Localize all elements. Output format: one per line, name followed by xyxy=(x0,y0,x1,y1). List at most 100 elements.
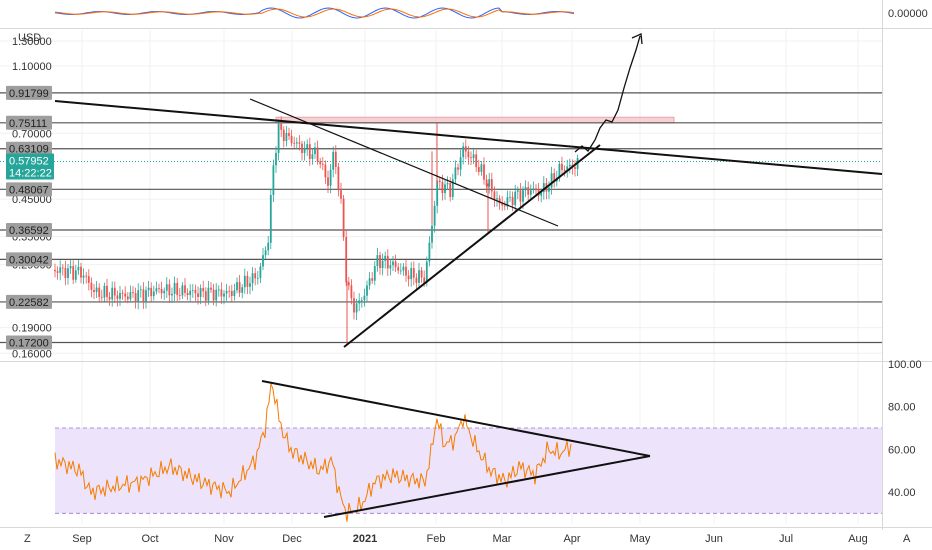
level-price-label: 0.30042 xyxy=(9,254,49,266)
candle xyxy=(137,283,140,310)
candle xyxy=(223,290,225,305)
candle xyxy=(272,159,275,203)
rsi-tick-label: 60.00 xyxy=(888,444,916,456)
candle xyxy=(275,146,277,173)
candle xyxy=(568,158,571,174)
countdown-label: 14:22:22 xyxy=(9,167,52,179)
y-tick-label: 0.45000 xyxy=(12,194,52,206)
rsi-tick-label: 40.00 xyxy=(888,487,916,499)
candle xyxy=(376,248,379,272)
level-lines xyxy=(0,92,882,344)
candle xyxy=(574,160,576,177)
candle xyxy=(217,285,220,297)
candle xyxy=(145,286,147,309)
candle xyxy=(158,283,160,294)
level-price-tag: 0.63109 xyxy=(6,141,52,156)
candle xyxy=(189,284,192,302)
candle xyxy=(314,142,316,159)
x-tick-label: Aug xyxy=(848,533,868,545)
candle xyxy=(285,125,288,147)
candle xyxy=(80,262,82,284)
candle xyxy=(392,255,394,272)
candle xyxy=(98,283,101,302)
level-price-tag: 0.17200 xyxy=(6,335,52,350)
candle xyxy=(384,251,387,269)
candle xyxy=(238,274,241,298)
candle xyxy=(566,159,569,178)
candle xyxy=(95,280,98,299)
candle xyxy=(134,287,137,309)
candle xyxy=(259,262,262,283)
candle xyxy=(535,184,537,195)
candle xyxy=(516,186,519,200)
candle xyxy=(360,297,363,308)
candle xyxy=(277,119,280,161)
candle xyxy=(483,157,485,185)
candle xyxy=(459,149,462,177)
candle xyxy=(438,177,441,190)
log-scale-toggle[interactable]: Z xyxy=(24,533,31,545)
candle xyxy=(334,145,337,175)
candle xyxy=(69,259,72,274)
candle xyxy=(129,285,132,303)
candle xyxy=(467,146,470,165)
candle xyxy=(197,286,199,305)
candle xyxy=(246,271,249,295)
candle xyxy=(124,286,127,302)
candle xyxy=(308,137,311,166)
level-price-label: 0.75111 xyxy=(9,118,47,130)
candle xyxy=(381,253,384,276)
candles xyxy=(54,116,579,345)
candle xyxy=(311,147,314,165)
signal-line xyxy=(54,8,575,18)
candle xyxy=(220,282,223,305)
candle xyxy=(171,287,173,303)
candle xyxy=(249,276,251,295)
candle xyxy=(485,174,488,193)
candle xyxy=(280,116,283,138)
projection-path xyxy=(574,35,641,153)
candle xyxy=(152,285,155,301)
candle xyxy=(363,288,366,307)
candle xyxy=(173,276,176,301)
x-tick-label: May xyxy=(630,533,651,545)
main-price-axis: USD 1.300001.100000.700000.450000.350000… xyxy=(6,32,54,360)
candle xyxy=(480,161,483,176)
candle xyxy=(262,247,264,271)
candle xyxy=(410,262,413,287)
candle xyxy=(345,230,348,286)
candle xyxy=(418,263,420,290)
candle xyxy=(405,259,407,282)
candle xyxy=(327,170,329,193)
indicator-pane: 0.00000 xyxy=(0,0,928,28)
candle xyxy=(415,273,418,291)
candle xyxy=(306,139,309,156)
candle xyxy=(366,280,368,302)
candle xyxy=(228,285,231,298)
candle xyxy=(230,284,233,302)
level-price-tag: 0.48067 xyxy=(6,182,52,197)
candle xyxy=(85,271,88,284)
indicator-value-label: 0.00000 xyxy=(888,8,928,20)
candle xyxy=(210,282,212,293)
candle xyxy=(54,263,56,278)
candle xyxy=(243,268,246,294)
candle xyxy=(553,168,556,188)
candle xyxy=(324,160,327,184)
candle xyxy=(509,190,511,202)
candle xyxy=(64,260,67,286)
candle xyxy=(186,288,189,301)
auto-scale-toggle[interactable]: A xyxy=(903,533,911,545)
candle xyxy=(126,292,129,304)
level-price-tag: 0.30042 xyxy=(6,252,52,267)
candle xyxy=(178,288,181,301)
level-price-label: 0.63109 xyxy=(9,144,49,156)
x-tick-label: 2021 xyxy=(353,533,377,545)
candle xyxy=(441,174,444,201)
candle xyxy=(373,260,376,286)
candle xyxy=(202,280,205,298)
y-tick-label: 0.70000 xyxy=(12,128,52,140)
candle xyxy=(563,165,566,177)
